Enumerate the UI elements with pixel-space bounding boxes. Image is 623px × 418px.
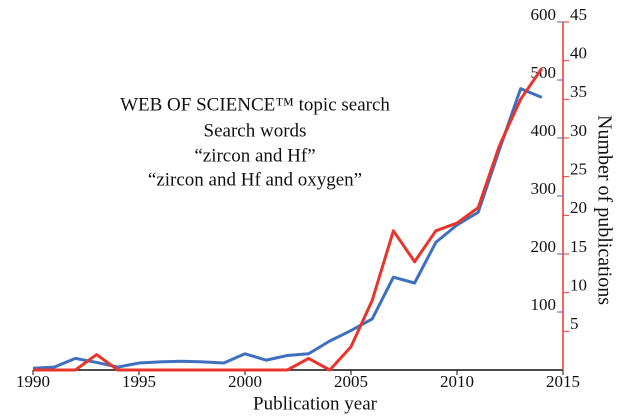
chart-title: WEB OF SCIENCE™ topic search — [120, 94, 390, 115]
y-tick-label: 600 — [531, 5, 557, 24]
legend-label: “zircon and Hf and oxygen” — [148, 169, 362, 190]
y-tick-label: 300 — [531, 179, 557, 198]
x-tick-label: 2010 — [440, 372, 474, 391]
y2-tick-label: 30 — [570, 121, 587, 140]
x-tick-label: 1995 — [122, 372, 156, 391]
y2-tick-label: 40 — [570, 44, 587, 63]
y2-tick-label: 10 — [570, 276, 587, 295]
y-tick-label: 400 — [531, 121, 557, 140]
x-tick-label: 2005 — [334, 372, 368, 391]
y-tick-label: 100 — [531, 295, 557, 314]
series-line — [33, 67, 544, 372]
x-tick-label: 2000 — [228, 372, 262, 391]
y2-tick-label: 45 — [570, 5, 587, 24]
y-axis-label: Number of publications — [593, 115, 615, 305]
legend-label: “zircon and Hf” — [194, 145, 315, 166]
y2-tick-label: 15 — [570, 237, 587, 256]
y2-tick-label: 35 — [570, 82, 587, 101]
x-tick-label: 1990 — [16, 372, 50, 391]
series-line — [32, 87, 543, 370]
x-tick-label: 2015 — [546, 372, 580, 391]
y-tick-label: 200 — [531, 237, 557, 256]
x-axis-label: Publication year — [253, 393, 378, 414]
y2-tick-label: 25 — [570, 160, 587, 179]
y2-tick-label: 5 — [570, 314, 579, 333]
chart-subtitle: Search words — [204, 120, 307, 141]
y2-tick-label: 20 — [570, 198, 587, 217]
